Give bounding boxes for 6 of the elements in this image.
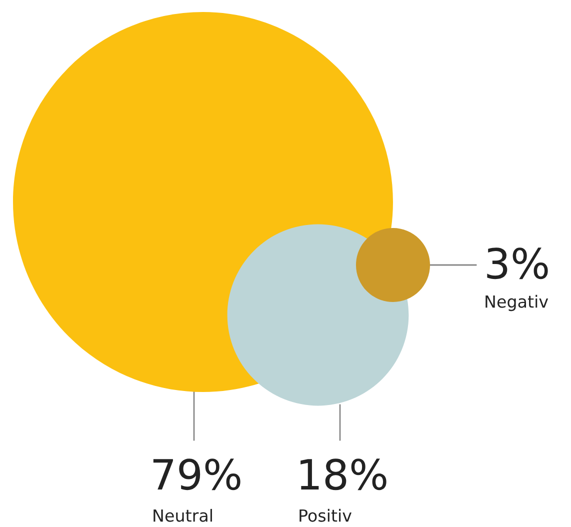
category-label: Neutral (154, 508, 212, 522)
data-label: 18% (300, 458, 386, 490)
category-label: Positiv (300, 508, 352, 522)
category-label: Negativ (486, 294, 548, 312)
data-label: 79% (153, 458, 240, 490)
data-label: 3% (487, 248, 548, 280)
